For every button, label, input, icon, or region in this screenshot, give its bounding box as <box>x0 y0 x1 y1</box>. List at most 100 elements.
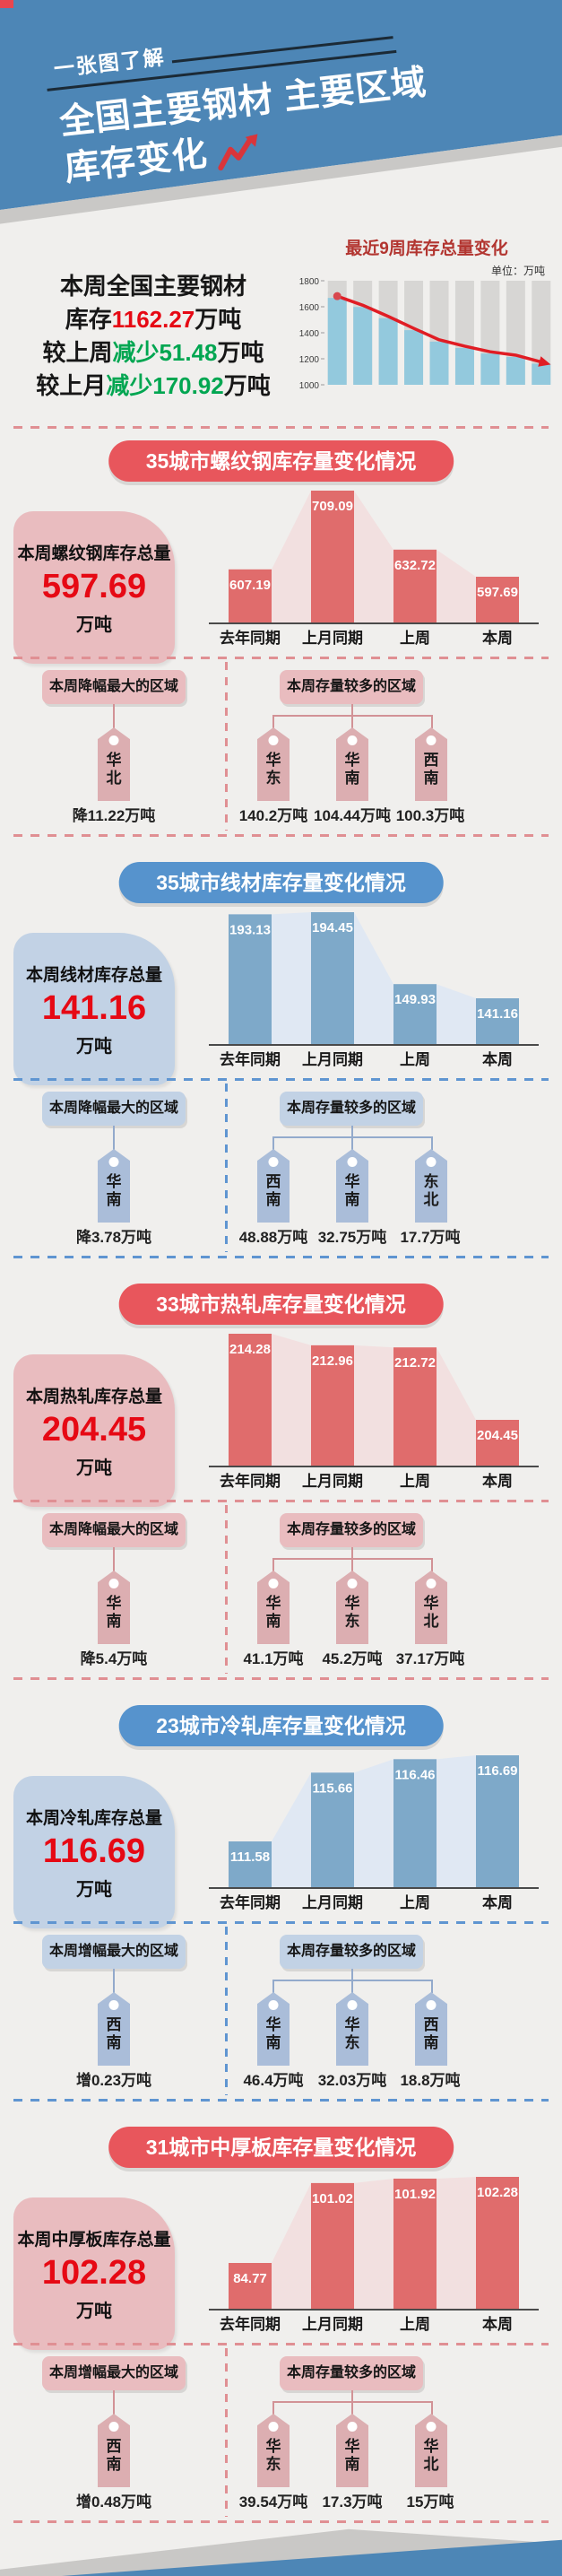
region-tag-label: 华 东 <box>265 2438 281 2473</box>
tag-hole-icon <box>426 2000 437 2010</box>
region-tag: 华 东 <box>336 1571 368 1644</box>
region-tag-label: 华 南 <box>344 752 360 787</box>
left-panel-title: 本周降幅最大的区域 <box>42 670 186 704</box>
svg-text:上周: 上周 <box>400 630 430 647</box>
tag-hole-icon <box>268 2422 279 2432</box>
connector-line <box>272 1980 274 1993</box>
footer-band <box>0 2522 562 2576</box>
connector-line <box>431 1136 433 1150</box>
tag-hole-icon <box>347 2422 358 2432</box>
connector-line <box>431 2401 433 2415</box>
svg-text:上周: 上周 <box>400 1473 430 1490</box>
total-value: 597.69 <box>41 567 147 605</box>
svg-text:去年同期: 去年同期 <box>220 2315 281 2333</box>
svg-text:上月同期: 上月同期 <box>302 2316 363 2333</box>
svg-text:本周: 本周 <box>482 1050 513 1068</box>
region-tag: 华 南 <box>336 2414 368 2487</box>
region-stock-value: 48.88万吨 <box>238 1229 308 1246</box>
svg-text:212.96: 212.96 <box>312 1353 353 1369</box>
connector-line <box>351 1980 353 1993</box>
connector-line <box>113 1126 115 1150</box>
region-tag: 华 南 <box>98 1149 130 1223</box>
total-unit: 万吨 <box>76 1879 112 1900</box>
region-stock-value: 15万吨 <box>406 2493 454 2511</box>
region-change-value: 降5.4万吨 <box>80 1650 148 1667</box>
region-tag: 西 南 <box>257 1149 290 1223</box>
region-tag-label: 西 南 <box>423 752 439 787</box>
connector-line <box>351 2390 353 2402</box>
svg-text:193.13: 193.13 <box>229 922 271 937</box>
region-tag: 华 北 <box>415 1571 447 1644</box>
total-box: 本周冷轧库存总量 116.69 万吨 <box>13 1776 175 1928</box>
connector-line <box>431 715 433 728</box>
right-panel-title: 本周存量较多的区域 <box>280 1513 423 1547</box>
tag-hole-icon <box>426 2422 437 2432</box>
right-panel-title: 本周存量较多的区域 <box>280 670 423 704</box>
svg-text:1200: 1200 <box>299 355 320 365</box>
section-bar-chart: 607.19 去年同期 709.09 上月同期 632.72 上周 597.69 本周 <box>209 491 539 647</box>
region-tag-label: 华 南 <box>344 2438 360 2473</box>
svg-text:上月同期: 上月同期 <box>302 1473 363 1490</box>
region-tag: 华 北 <box>98 727 130 801</box>
section-pill: 33城市热轧库存量变化情况 <box>118 1284 444 1325</box>
region-stock-value: 104.44万吨 <box>314 807 391 824</box>
svg-text:101.92: 101.92 <box>394 2187 436 2202</box>
connector-line <box>351 1547 353 1559</box>
region-tag: 西 南 <box>98 1992 130 2066</box>
svg-text:本周: 本周 <box>482 1472 513 1490</box>
connector-line <box>113 704 115 728</box>
tag-hole-icon <box>108 1579 119 1588</box>
svg-text:607.19: 607.19 <box>229 578 271 593</box>
region-tag: 华 南 <box>98 1571 130 1644</box>
svg-text:597.69: 597.69 <box>477 585 518 600</box>
region-tag-label: 西 南 <box>106 2438 122 2473</box>
svg-text:709.09: 709.09 <box>312 499 353 514</box>
svg-text:102.28: 102.28 <box>477 2185 518 2200</box>
section-divider-vertical <box>225 662 228 831</box>
connector-line <box>351 1558 353 1571</box>
overview-chart-title: 最近9周库存总量变化 <box>345 239 508 258</box>
region-tag-label: 西 南 <box>265 1173 281 1208</box>
region-tag-label: 华 南 <box>344 1173 360 1208</box>
region-stock-value: 41.1万吨 <box>243 1650 304 1667</box>
tag-hole-icon <box>268 1157 279 1167</box>
svg-text:上周: 上周 <box>400 2316 430 2333</box>
svg-text:214.28: 214.28 <box>229 1342 271 1357</box>
tag-hole-icon <box>108 2000 119 2010</box>
region-stock-value: 37.17万吨 <box>395 1650 465 1667</box>
tag-hole-icon <box>268 2000 279 2010</box>
overview-summary: 本周全国主要钢材 库存1162.27万吨 较上周减少51.48万吨 较上月减少170.… <box>18 270 289 403</box>
connector-line <box>351 704 353 716</box>
total-box: 本周热轧库存总量 204.45 万吨 <box>13 1354 175 1507</box>
section-divider-bottom <box>13 2520 549 2523</box>
total-value: 102.28 <box>41 2253 147 2292</box>
total-label: 本周热轧库存总量 <box>25 1387 162 1406</box>
section-divider-middle <box>13 657 549 659</box>
connector-line <box>113 2390 115 2415</box>
region-tag: 华 南 <box>257 1992 290 2066</box>
section-bar-chart: 111.58 去年同期 115.66 上月同期 116.46 上周 116.69 本周 <box>209 1755 539 1911</box>
svg-text:本周: 本周 <box>482 2315 513 2333</box>
section-bar-chart: 214.28 去年同期 212.96 上月同期 212.72 上周 204.45 本周 <box>209 1334 539 1490</box>
tag-hole-icon <box>347 1157 358 1167</box>
region-stock-value: 46.4万吨 <box>243 2072 304 2089</box>
summary-line: 较上月减少170.92万吨 <box>36 372 271 399</box>
connector-line <box>431 1558 433 1571</box>
corner-red-mark <box>0 0 13 8</box>
region-tag-label: 华 北 <box>423 2438 439 2473</box>
right-panel-title: 本周存量较多的区域 <box>280 2356 423 2390</box>
section: 35城市螺纹钢库存量变化情况 本周螺纹钢库存总量 597.69 万吨 607.1… <box>0 426 562 848</box>
total-box: 本周线材库存总量 141.16 万吨 <box>13 933 175 1085</box>
left-panel-title: 本周降幅最大的区域 <box>42 1092 186 1126</box>
section-pill: 23城市冷轧库存量变化情况 <box>118 1705 444 1746</box>
region-tag-label: 华 东 <box>265 752 281 787</box>
section-pill: 31城市中厚板库存量变化情况 <box>108 2127 454 2168</box>
connector-line <box>272 715 274 728</box>
section-pill: 35城市螺纹钢库存量变化情况 <box>108 440 454 482</box>
total-unit: 万吨 <box>76 1458 112 1478</box>
total-unit: 万吨 <box>76 1036 112 1057</box>
region-stock-value: 45.2万吨 <box>322 1650 383 1667</box>
region-tag-label: 华 南 <box>265 2016 281 2051</box>
connector-line <box>272 1136 274 1150</box>
summary-line: 较上周减少51.48万吨 <box>42 339 264 366</box>
